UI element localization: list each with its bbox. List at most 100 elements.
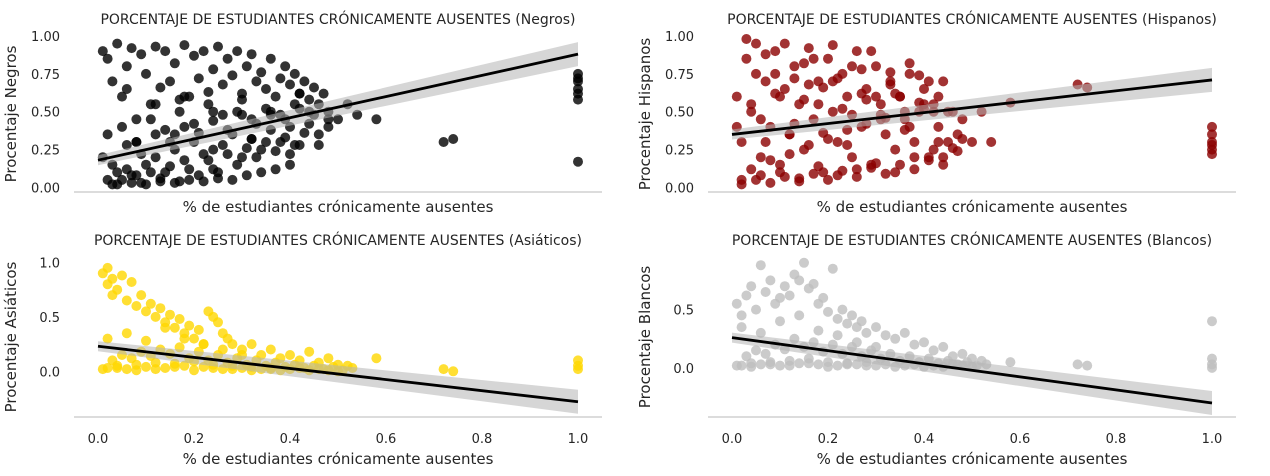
scatter-point (573, 76, 583, 87)
scatter-point (265, 53, 276, 64)
scatter-point (323, 121, 334, 132)
scatter-point (299, 127, 310, 138)
scatter-point (794, 176, 805, 187)
scatter-point (866, 162, 877, 173)
scatter-point (112, 167, 123, 178)
scatter-point (784, 290, 795, 301)
scatter-point (179, 121, 190, 132)
scatter-point (746, 281, 757, 292)
scatter-point (751, 345, 761, 356)
scatter-point (765, 155, 776, 166)
scatter-point (117, 270, 127, 281)
scatter-point (160, 124, 171, 135)
scatter-point (851, 171, 862, 182)
scatter-point (169, 322, 180, 333)
scatter-point (193, 324, 204, 335)
scatter-point (241, 61, 252, 72)
scatter-point (933, 121, 944, 132)
scatter-point (289, 68, 300, 79)
scatter-point (799, 257, 809, 268)
scatter-point (751, 174, 761, 185)
scatter-point (189, 333, 199, 344)
scatter-point (304, 346, 315, 357)
scatter-point (861, 327, 872, 338)
scatter-point (871, 61, 881, 72)
scatter-point (213, 173, 223, 184)
scatter-point (938, 152, 949, 163)
scatter-point (121, 328, 132, 339)
scatter-point (150, 99, 161, 110)
scatter-point (775, 360, 785, 371)
scatter-point (866, 46, 877, 57)
scatter-point (208, 115, 219, 126)
scatter-point (784, 360, 795, 371)
chart-panel-asiaticos: PORCENTAJE DE ESTUDIANTES CRÓNICAMENTE A… (2, 231, 602, 468)
scatter-point (856, 64, 867, 75)
scatter-point (895, 159, 905, 170)
y-axis-label: Procentaje Blancos (636, 266, 654, 409)
scatter-point (871, 322, 881, 333)
regression-line (731, 336, 1213, 405)
scatter-point (1207, 149, 1217, 160)
scatter-point (1207, 362, 1217, 373)
scatter-point (179, 91, 190, 102)
scatter-point (851, 164, 862, 175)
scatter-point (736, 137, 747, 147)
scatter-point (923, 76, 934, 87)
scatter-point (285, 79, 295, 90)
scatter-point (285, 159, 295, 170)
scatter-point (799, 94, 809, 105)
scatter-point (112, 38, 123, 49)
scatter-point (184, 174, 195, 185)
scatter-point (189, 118, 199, 129)
scatter-point (813, 161, 824, 172)
scatter-point (741, 290, 752, 301)
scatter-point (1207, 121, 1217, 132)
scatter-point (179, 40, 190, 51)
scatter-point (746, 164, 757, 175)
scatter-point (169, 361, 180, 372)
scatter-point (861, 94, 872, 105)
x-tick-label: 0.6 (376, 432, 397, 447)
scatter-point (145, 298, 156, 309)
scatter-point (251, 152, 262, 163)
scatter-point (141, 361, 151, 372)
scatter-point (352, 109, 363, 120)
scatter-point (174, 106, 185, 117)
scatter-point (885, 79, 896, 90)
x-tick-label: 0.0 (88, 432, 109, 447)
chart-panel-blancos: PORCENTAJE DE ESTUDIANTES CRÓNICAMENTE A… (636, 231, 1236, 468)
x-tick-label: 0.2 (818, 432, 839, 447)
scatter-point (304, 94, 315, 105)
scatter-point (169, 58, 180, 69)
scatter-point (818, 292, 829, 303)
scatter-point (823, 306, 833, 317)
scatter-point (165, 161, 175, 172)
scatter-point (179, 360, 190, 371)
scatter-point (794, 358, 805, 369)
scatter-point (957, 348, 968, 359)
scatter-point (856, 316, 867, 327)
x-tick-label: 0.6 (1010, 432, 1031, 447)
chart-panel-hispanos: PORCENTAJE DE ESTUDIANTES CRÓNICAMENTE A… (636, 10, 1236, 216)
scatter-point (794, 310, 805, 321)
y-tick-label: 0.00 (31, 181, 60, 196)
scatter-point (923, 155, 934, 166)
scatter-point (751, 38, 761, 49)
scatter-point (751, 304, 761, 315)
scatter-point (155, 303, 166, 314)
scatter-point (227, 174, 238, 185)
scatter-point (203, 87, 214, 97)
scatter-point (438, 137, 449, 147)
scatter-point (241, 143, 252, 154)
scatter-point (573, 364, 583, 375)
scatter-point (165, 76, 175, 87)
x-tick-label: 0.0 (722, 432, 743, 447)
scatter-point (784, 149, 795, 160)
scatter-point (928, 345, 939, 356)
scatter-point (107, 76, 118, 87)
scatter-point (150, 364, 161, 375)
scatter-point (741, 34, 752, 44)
scatter-point (755, 327, 766, 338)
x-axis-label: % de estudiantes crónicamente ausentes (817, 198, 1128, 216)
